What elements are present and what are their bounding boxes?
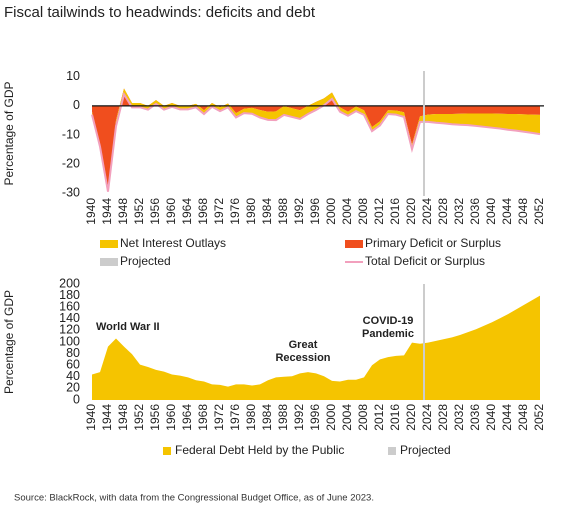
source-note: Source: BlackRock, with data from the Co…	[14, 493, 374, 504]
x-tick-label: 2016	[388, 198, 402, 225]
x-tick-label: 2000	[324, 404, 338, 431]
legend-swatch	[388, 447, 396, 455]
x-tick-label: 1940	[84, 404, 98, 431]
x-tick-label: 1952	[132, 198, 146, 225]
x-tick-label: 2040	[484, 404, 498, 431]
x-tick-label: 1968	[196, 198, 210, 225]
x-tick-label: 1992	[292, 404, 306, 431]
x-tick-label: 2052	[532, 198, 546, 225]
x-tick-label: 1976	[228, 198, 242, 225]
x-tick-label: 1960	[164, 198, 178, 225]
legend-label: Total Deficit or Surplus	[365, 254, 485, 268]
legend-swatch	[100, 258, 118, 266]
y-tick-label: 100	[59, 334, 80, 348]
legend-label: Federal Debt Held by the Public	[175, 443, 344, 457]
legend-label: Projected	[120, 254, 171, 268]
y-tick-label: 160	[59, 299, 80, 313]
x-tick-label: 2008	[356, 404, 370, 431]
y-tick-label: 120	[59, 323, 80, 337]
x-tick-label: 1972	[212, 404, 226, 431]
x-tick-label: 1964	[180, 404, 194, 431]
y-tick-label: 140	[59, 311, 80, 325]
x-tick-label: 2040	[484, 198, 498, 225]
x-tick-label: 2036	[468, 198, 482, 225]
x-tick-label: 1984	[260, 198, 274, 225]
x-tick-label: 2024	[420, 404, 434, 431]
x-tick-label: 1988	[276, 404, 290, 431]
x-tick-label: 1972	[212, 198, 226, 225]
y-tick-label: 200	[59, 276, 80, 290]
annotation: Recession	[275, 352, 330, 364]
legend-label: Primary Deficit or Surplus	[365, 236, 501, 250]
x-tick-label: 1988	[276, 198, 290, 225]
x-tick-label: 2028	[436, 198, 450, 225]
y-axis-label: Percentage of GDP	[2, 290, 16, 394]
x-tick-label: 1996	[308, 404, 322, 431]
x-tick-label: 1956	[148, 198, 162, 225]
x-tick-label: 1944	[100, 404, 114, 431]
legend-swatch	[345, 240, 363, 248]
x-tick-label: 2016	[388, 404, 402, 431]
legend-label: Projected	[400, 443, 451, 457]
x-tick-label: 1964	[180, 198, 194, 225]
line	[91, 91, 541, 192]
y-tick-label: 40	[66, 369, 80, 383]
page-title: Fiscal tailwinds to headwinds: deficits …	[4, 4, 316, 21]
y-tick-label: 10	[66, 69, 80, 83]
y-tick-label: 180	[59, 288, 80, 302]
x-tick-label: 2004	[340, 404, 354, 431]
x-tick-label: 2012	[372, 404, 386, 431]
x-tick-label: 2036	[468, 404, 482, 431]
x-tick-label: 1948	[116, 198, 130, 225]
x-tick-label: 2044	[500, 404, 514, 431]
x-tick-label: 2012	[372, 198, 386, 225]
x-tick-label: 2020	[404, 198, 418, 225]
x-tick-label: 2048	[516, 198, 530, 225]
y-tick-label: -10	[62, 127, 80, 141]
x-tick-label: 1944	[100, 198, 114, 225]
x-tick-label: 2028	[436, 404, 450, 431]
annotation: World War II	[96, 321, 160, 333]
annotation: COVID-19	[363, 315, 414, 327]
x-tick-label: 1960	[164, 404, 178, 431]
x-tick-label: 1952	[132, 404, 146, 431]
y-tick-label: 60	[66, 357, 80, 371]
x-tick-label: 2020	[404, 404, 418, 431]
x-tick-label: 2000	[324, 198, 338, 225]
area	[92, 295, 540, 400]
x-tick-label: 2004	[340, 198, 354, 225]
x-tick-label: 1996	[308, 198, 322, 225]
legend-label: Net Interest Outlays	[120, 236, 226, 250]
y-tick-label: -30	[62, 185, 80, 199]
y-axis-label: Percentage of GDP	[2, 81, 16, 185]
x-tick-label: 1940	[84, 198, 98, 225]
x-tick-label: 2044	[500, 198, 514, 225]
y-tick-label: 80	[66, 346, 80, 360]
x-tick-label: 1948	[116, 404, 130, 431]
area	[92, 88, 540, 192]
x-tick-label: 1980	[244, 198, 258, 225]
area	[92, 88, 540, 188]
annotation: Great	[289, 339, 318, 351]
x-tick-label: 2032	[452, 404, 466, 431]
x-tick-label: 1984	[260, 404, 274, 431]
x-tick-label: 1956	[148, 404, 162, 431]
legend-swatch	[100, 240, 118, 248]
legend-swatch	[163, 447, 171, 455]
x-tick-label: 1976	[228, 404, 242, 431]
y-tick-label: 0	[73, 392, 80, 406]
x-tick-label: 2008	[356, 198, 370, 225]
x-tick-label: 1980	[244, 404, 258, 431]
y-tick-label: -20	[62, 156, 80, 170]
x-tick-label: 2048	[516, 404, 530, 431]
x-tick-label: 2052	[532, 404, 546, 431]
x-tick-label: 2024	[420, 198, 434, 225]
x-tick-label: 1992	[292, 198, 306, 225]
x-tick-label: 2032	[452, 198, 466, 225]
annotation: Pandemic	[362, 328, 414, 340]
x-tick-label: 1968	[196, 404, 210, 431]
y-tick-label: 20	[66, 381, 80, 395]
y-tick-label: 0	[73, 98, 80, 112]
